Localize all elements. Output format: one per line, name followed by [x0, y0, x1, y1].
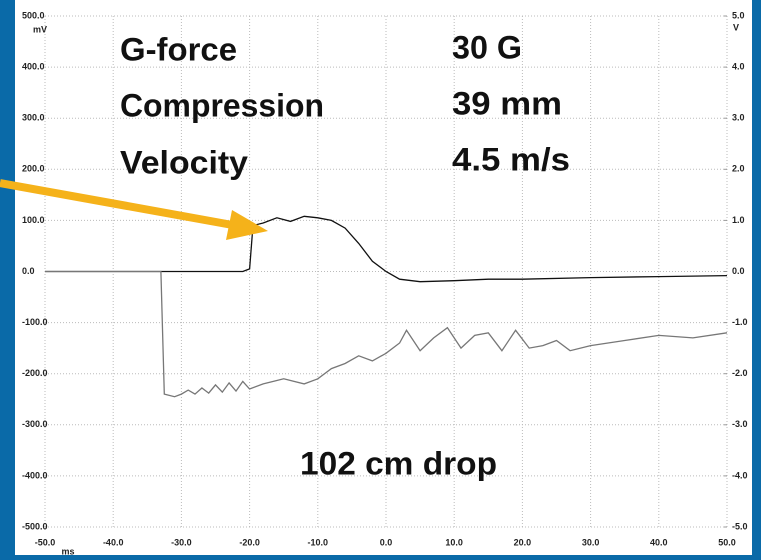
x-tick-label: -40.0 [103, 537, 124, 547]
x-tick-label: -20.0 [239, 537, 260, 547]
y-tick-label: -500.0 [22, 521, 48, 531]
y-tick-label: -300.0 [22, 419, 48, 429]
y-tick-label: 200.0 [22, 164, 45, 174]
annotation: 39 mm [452, 85, 562, 121]
y-tick-label: -400.0 [22, 470, 48, 480]
arrow [0, 179, 268, 240]
annotation: 30 G [452, 29, 522, 65]
y2-tick-label: 2.0 [732, 164, 745, 174]
y2-tick-label: 5.0 [732, 10, 745, 20]
annotation: 4.5 m/s [452, 141, 570, 177]
x-tick-label: 10.0 [445, 537, 463, 547]
x-tick-label: -10.0 [308, 537, 329, 547]
y2-unit: V [733, 22, 739, 32]
y2-tick-label: 0.0 [732, 266, 745, 276]
y-tick-label: -200.0 [22, 368, 48, 378]
y-unit: mV [33, 24, 47, 34]
y-tick-label: 100.0 [22, 215, 45, 225]
y2-tick-label: 1.0 [732, 215, 745, 225]
y2-tick-label: -1.0 [732, 317, 748, 327]
y-tick-label: 400.0 [22, 61, 45, 71]
trace [45, 215, 728, 283]
annotation: Velocity [120, 144, 248, 180]
y2-tick-label: -5.0 [732, 521, 748, 531]
y-tick-label: 0.0 [22, 266, 35, 276]
x-tick-label: -30.0 [171, 537, 192, 547]
x-tick-label: 30.0 [582, 537, 600, 547]
y-tick-label: 500.0 [22, 10, 45, 20]
y-tick-label: -100.0 [22, 317, 48, 327]
trace [45, 270, 728, 398]
annotation: 102 cm drop [300, 445, 497, 481]
x-tick-label: 40.0 [650, 537, 668, 547]
x-tick-label: 50.0 [718, 537, 736, 547]
x-tick-label: -50.0 [35, 537, 56, 547]
y2-tick-label: -2.0 [732, 368, 748, 378]
x-tick-label: 20.0 [514, 537, 532, 547]
y-tick-label: 300.0 [22, 113, 45, 123]
annotation: G-force [120, 31, 237, 67]
x-unit: ms [61, 546, 74, 556]
y2-tick-label: -3.0 [732, 419, 748, 429]
y2-tick-label: -4.0 [732, 470, 748, 480]
y2-tick-label: 3.0 [732, 113, 745, 123]
axes: -500.0 -400.0 -300.0 -200.0 -100.0 0.0 100.0 20… [22, 10, 748, 547]
x-tick-label: 0.0 [380, 537, 393, 547]
lines [45, 215, 728, 398]
annotation: Compression [120, 87, 324, 123]
y2-tick-label: 4.0 [732, 61, 745, 71]
